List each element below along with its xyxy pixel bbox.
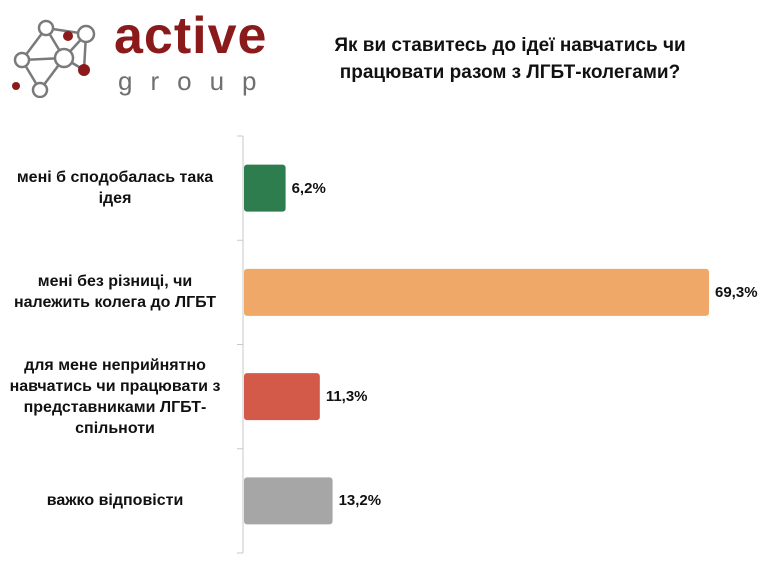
chart-title: Як ви ставитесь до ідеї навчатись чи пра… bbox=[334, 35, 686, 83]
category-label: мені без різниці, чи належить колега до … bbox=[13, 273, 217, 312]
data-label: 6,2% bbox=[291, 179, 326, 197]
logo-wordmark: active bbox=[114, 7, 268, 65]
logo: active group bbox=[8, 8, 278, 98]
category-label: важко відповісти bbox=[46, 492, 184, 510]
bar bbox=[244, 268, 709, 316]
network-logo-icon bbox=[12, 19, 96, 98]
data-label: 69,3% bbox=[715, 283, 758, 301]
bar bbox=[244, 373, 320, 421]
category-label: мені б сподобалась така ідея bbox=[16, 169, 214, 208]
data-label: 11,3% bbox=[325, 388, 368, 406]
bar bbox=[244, 164, 286, 212]
data-label: 13,2% bbox=[338, 492, 382, 510]
category-label: для мене неприйнятно навчатись чи працюв… bbox=[9, 356, 221, 437]
logo-subtitle: group bbox=[118, 66, 275, 96]
bar bbox=[244, 477, 333, 525]
